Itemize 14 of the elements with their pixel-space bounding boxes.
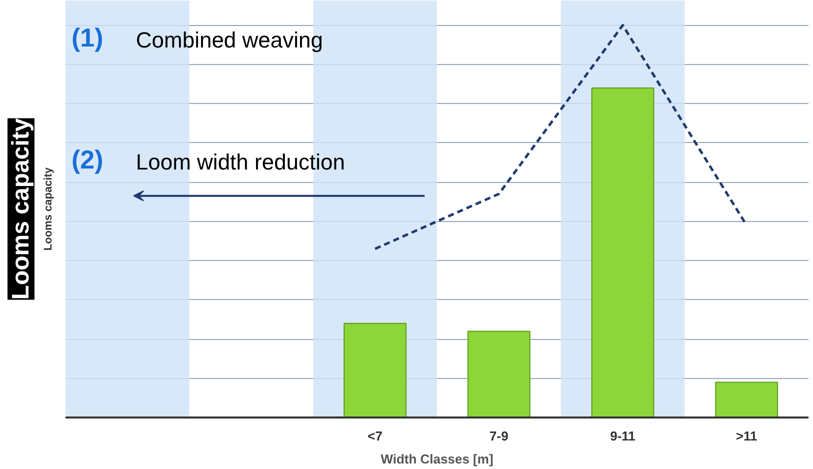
annotation: Loom width reduction [136, 149, 346, 174]
bar [715, 382, 778, 418]
annotation: Combined weaving [136, 28, 324, 53]
y-axis-title: Looms capacity [42, 166, 54, 251]
annotation: (1) [72, 22, 104, 53]
x-tick-label: >11 [736, 428, 758, 444]
x-tick-label: <7 [368, 428, 382, 444]
x-axis-title: Width Classes [m] [380, 452, 494, 466]
x-tick-label: 9-11 [610, 428, 636, 444]
bar [344, 322, 407, 418]
text: Looms capacity [8, 118, 34, 300]
annotation: (2) [72, 144, 104, 174]
bar [467, 330, 530, 418]
x-tick-label: 7-9 [490, 428, 508, 444]
